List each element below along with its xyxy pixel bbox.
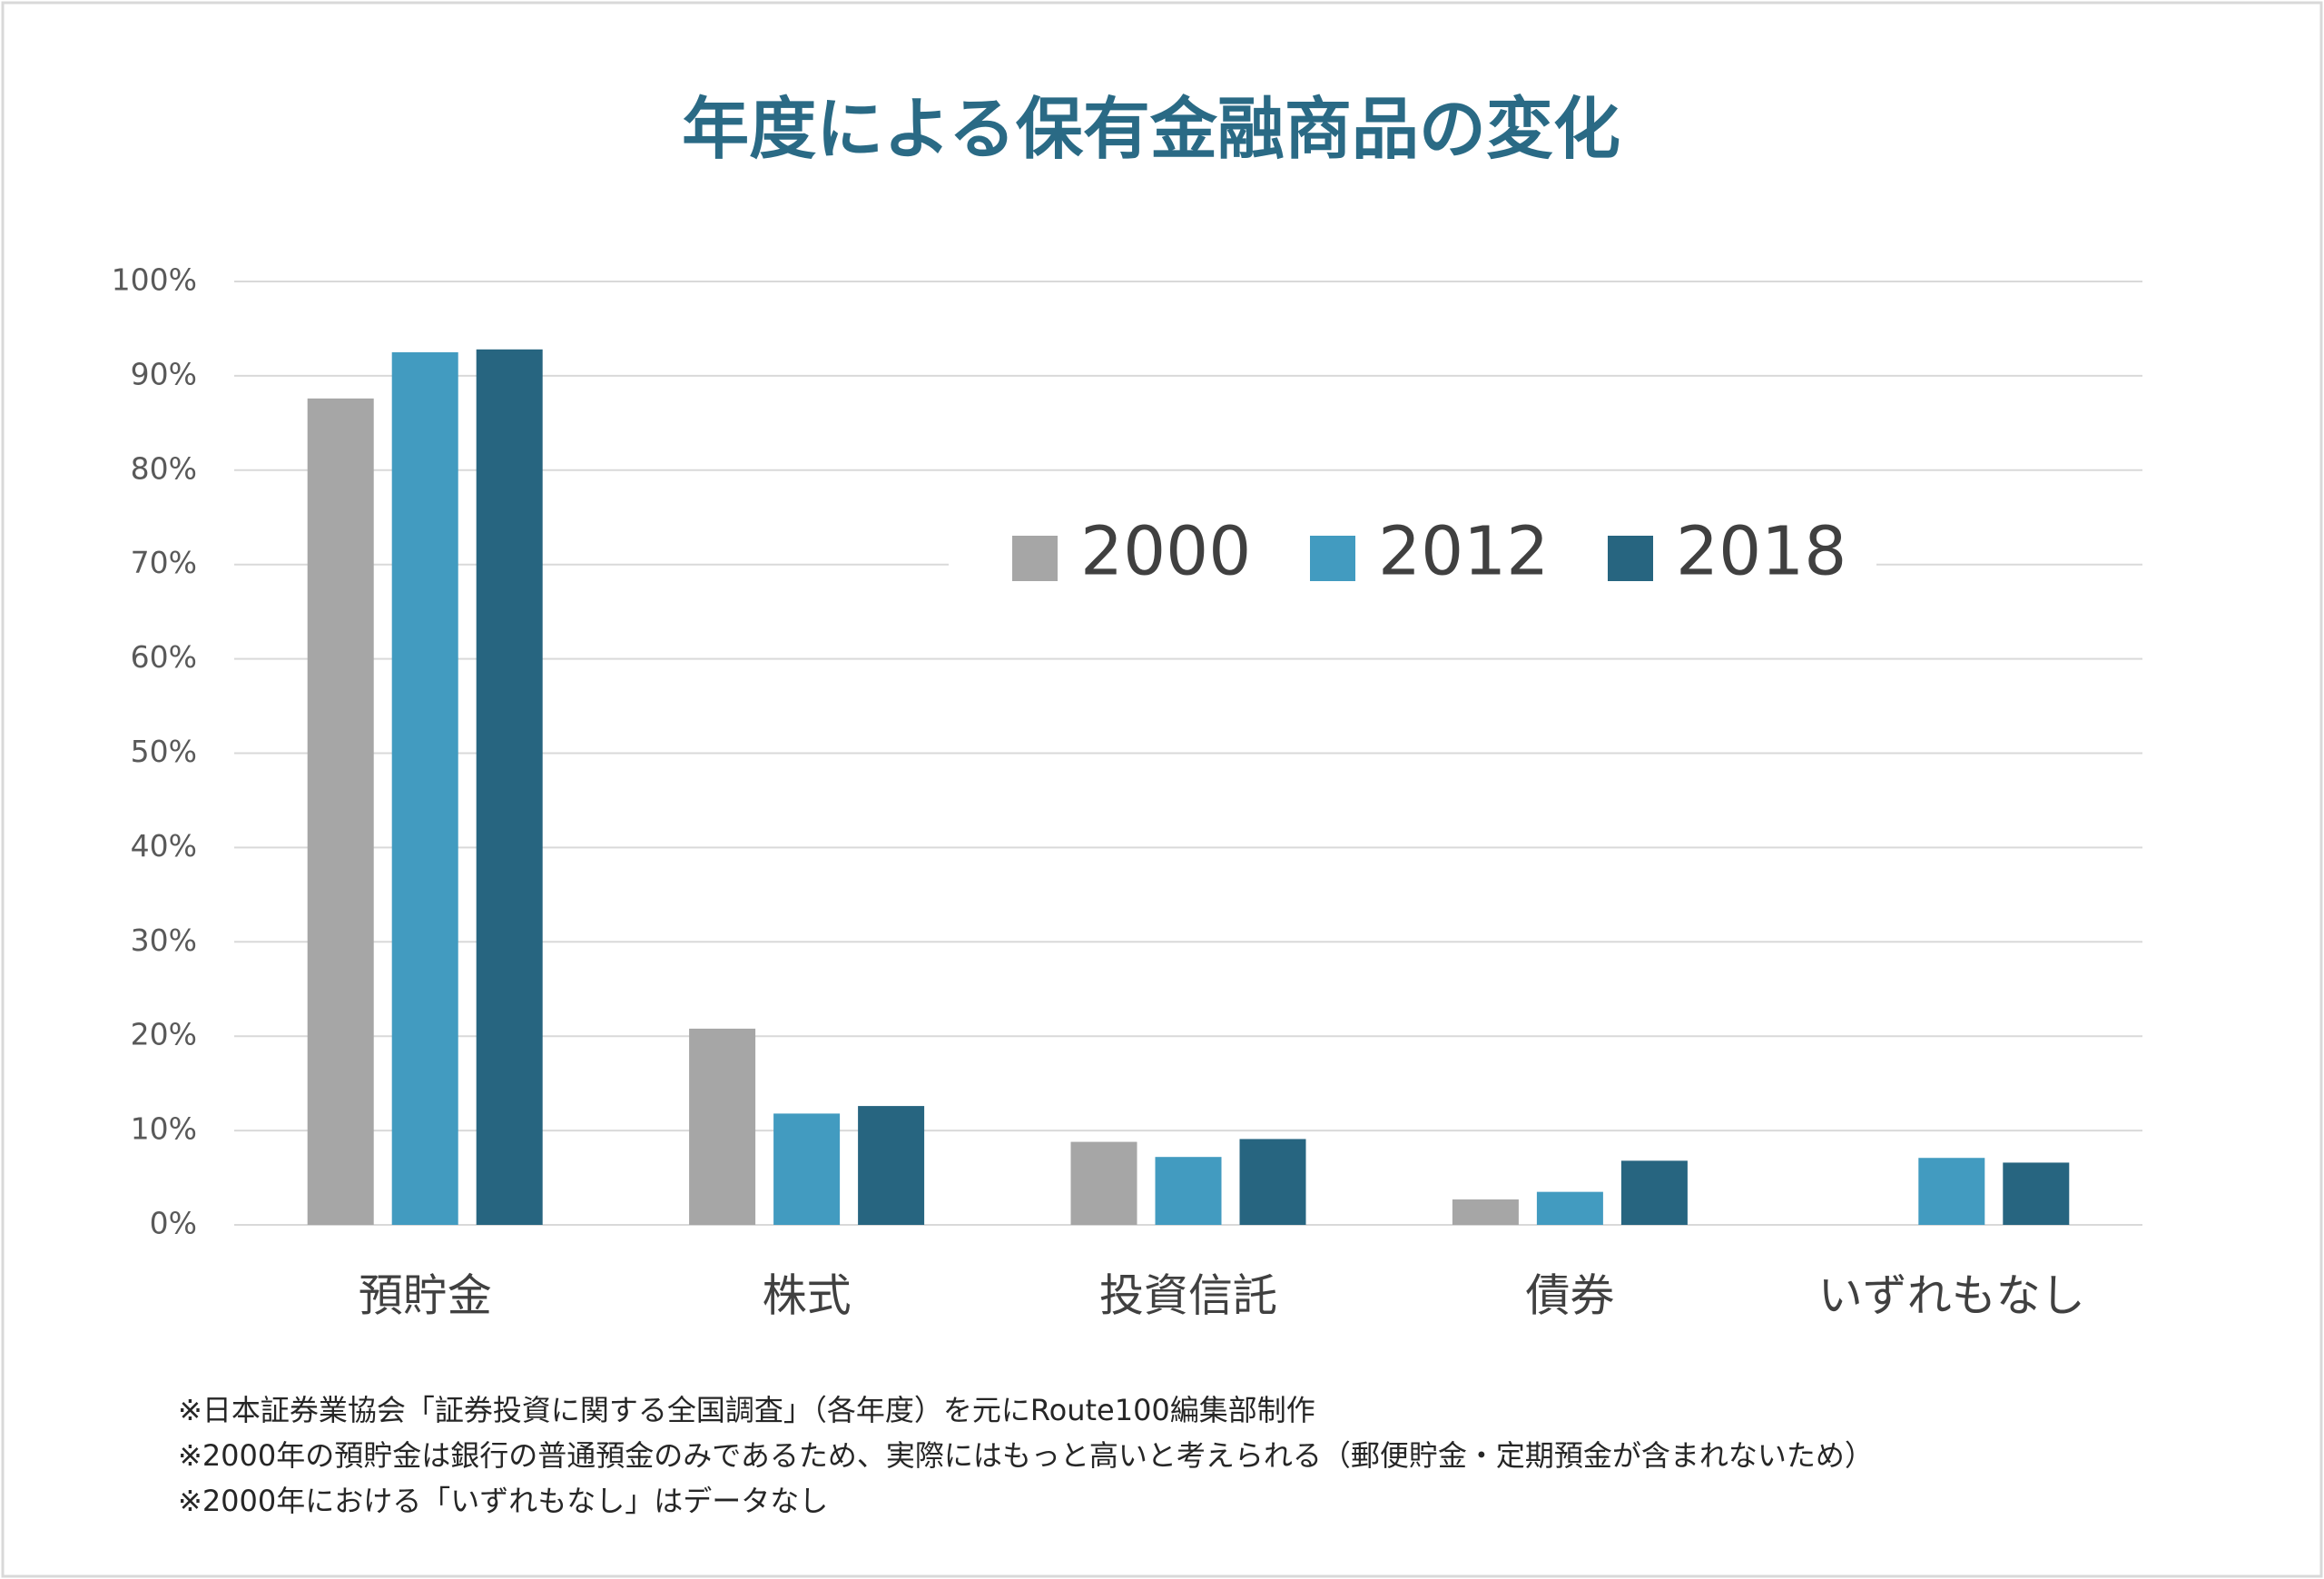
bar xyxy=(391,351,458,1225)
bar xyxy=(1452,1199,1519,1225)
y-tick-label: 70% xyxy=(131,545,197,580)
y-tick-label: 90% xyxy=(131,356,197,391)
bar xyxy=(1918,1158,1985,1225)
legend-swatch xyxy=(1608,536,1653,581)
legend-label: 2012 xyxy=(1378,513,1549,591)
footnote: ※2000年の預貯金は銀行の普通預金のみであるため、実際にはもっと高いと考えられ… xyxy=(178,1438,1874,1473)
chart-title: 年度による保有金融商品の変化 xyxy=(682,91,1620,169)
bar xyxy=(2003,1162,2070,1225)
bar xyxy=(1620,1160,1688,1225)
legend-label: 2000 xyxy=(1080,513,1251,591)
x-tick-label: いずれもなし xyxy=(1818,1270,2085,1322)
y-tick-label: 10% xyxy=(131,1111,197,1147)
y-tick-label: 50% xyxy=(131,734,197,769)
y-tick-label: 100% xyxy=(112,262,197,298)
y-tick-label: 80% xyxy=(131,450,197,486)
bar xyxy=(307,398,374,1225)
legend-box xyxy=(949,508,1876,603)
bar xyxy=(1070,1141,1137,1225)
footnote: ※2000年における「いずれもなし」はデータなし xyxy=(178,1484,828,1518)
x-tick-label: 投資信託 xyxy=(1099,1270,1277,1322)
y-tick-label: 20% xyxy=(131,1017,197,1052)
x-tick-label: 株式 xyxy=(763,1270,852,1322)
y-tick-label: 40% xyxy=(131,828,197,864)
legend-swatch xyxy=(1310,536,1355,581)
bar xyxy=(1239,1139,1306,1225)
bar xyxy=(1155,1157,1222,1225)
bar xyxy=(773,1113,841,1225)
legend-label: 2018 xyxy=(1676,513,1846,591)
bar xyxy=(858,1106,925,1225)
bar xyxy=(689,1028,756,1225)
x-tick-label: 預貯金 xyxy=(359,1270,492,1322)
legend-swatch xyxy=(1012,536,1058,581)
bar xyxy=(1536,1191,1603,1225)
footnote: ※日本証券業協会「証券投資に関する全国調査」（各年度）を元にRoute100編集… xyxy=(178,1393,1315,1427)
y-tick-label: 0% xyxy=(150,1206,197,1241)
x-tick-label: 債券 xyxy=(1525,1270,1614,1322)
y-tick-label: 60% xyxy=(131,639,197,675)
bar xyxy=(476,349,543,1226)
y-tick-label: 30% xyxy=(131,923,197,958)
